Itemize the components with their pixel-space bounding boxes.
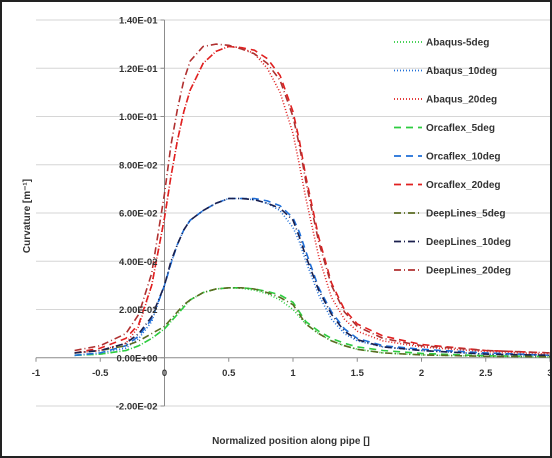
y-tick-label: 8.00E-02 — [119, 160, 158, 171]
legend-label: DeepLines_5deg — [426, 209, 505, 220]
legend-label: DeepLines_10deg — [426, 237, 511, 248]
series-line-8 — [74, 197, 550, 357]
y-tick-label: 1.00E-01 — [119, 112, 158, 123]
x-tick-label: 3 — [547, 368, 550, 379]
series-line-1 — [74, 286, 550, 358]
legend-label: Abaqus_10deg — [426, 66, 497, 77]
x-tick-label: 1 — [290, 368, 296, 379]
series-line-7 — [74, 286, 550, 358]
series-lines — [74, 43, 550, 358]
y-tick-label: 6.00E-02 — [119, 209, 158, 220]
y-tick-label: -2.00E-02 — [116, 402, 158, 413]
series-line-2 — [74, 197, 550, 357]
x-tick-label: 2.5 — [479, 368, 493, 379]
gridlines — [36, 19, 550, 407]
legend-label: Orcaflex_10deg — [426, 152, 501, 163]
legend-label: DeepLines_20deg — [426, 266, 511, 277]
y-tick-label: 2.00E-02 — [119, 305, 158, 316]
x-tick-label: 2 — [419, 368, 424, 379]
x-tick-labels: -1 -0.5 0 0.5 1 1.5 2 2.5 3 — [32, 368, 550, 379]
series-line-6 — [74, 45, 550, 354]
x-tick-label: 0.5 — [222, 368, 236, 379]
x-tick-label: -1 — [32, 368, 41, 379]
series-line-9 — [74, 43, 550, 354]
x-tick-label: 0 — [162, 368, 167, 379]
series-line-4 — [74, 286, 550, 358]
legend-label: Abaqus-5deg — [426, 38, 489, 49]
y-tick-label: 0.00E+00 — [117, 353, 158, 364]
x-axis-title: Normalized position along pipe [] — [212, 436, 370, 447]
y-tick-label: 1.40E-01 — [119, 16, 158, 27]
y-tick-labels: -2.00E-02 0.00E+00 2.00E-02 4.00E-02 6.00E-0… — [116, 16, 158, 413]
series-line-5 — [74, 197, 550, 357]
y-axis-title: Curvature [m⁻¹] — [22, 179, 33, 253]
x-tick-label: -0.5 — [92, 368, 109, 379]
legend-label: Abaqus_20deg — [426, 95, 497, 106]
x-tick-label: 1.5 — [351, 368, 365, 379]
legend-label: Orcaflex_5deg — [426, 123, 495, 134]
axes — [35, 19, 550, 407]
legend: Abaqus-5deg Abaqus_10deg Abaqus_20deg Orcaf… — [394, 38, 511, 277]
y-tick-label: 4.00E-02 — [119, 257, 158, 268]
legend-label: Orcaflex_20deg — [426, 180, 501, 191]
y-tick-label: 1.20E-01 — [119, 64, 158, 75]
